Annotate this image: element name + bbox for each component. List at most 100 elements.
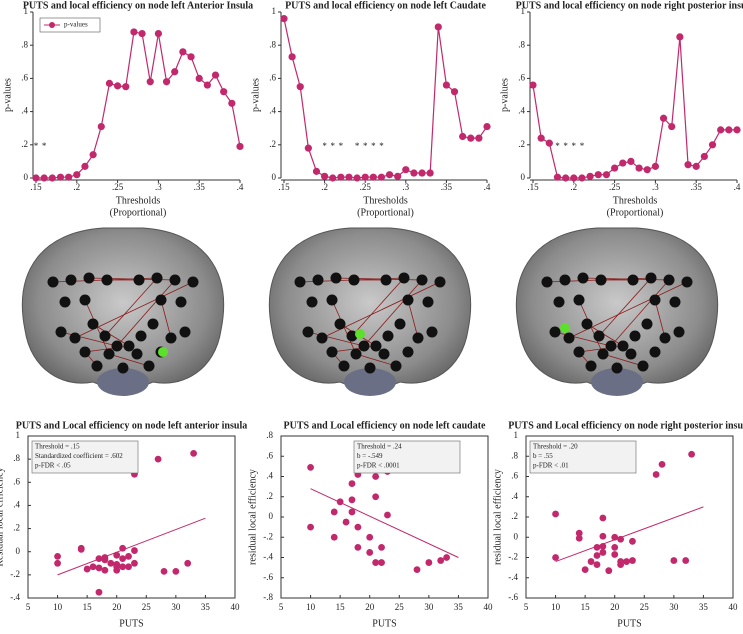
data-point bbox=[475, 134, 483, 142]
data-point bbox=[410, 169, 418, 177]
brain-outline bbox=[21, 227, 225, 395]
x-tick-label: .35 bbox=[194, 182, 206, 192]
y-axis-label: p-values bbox=[2, 78, 13, 112]
annotation-box bbox=[529, 440, 637, 474]
brain-node bbox=[673, 326, 685, 338]
brain-node bbox=[79, 294, 91, 306]
data-point bbox=[162, 78, 171, 86]
data-point bbox=[171, 68, 179, 76]
x-tick-label: 15 bbox=[581, 602, 591, 612]
connection bbox=[92, 323, 130, 347]
data-point bbox=[372, 493, 380, 501]
data-point bbox=[418, 169, 426, 177]
y-axis-label: p-values bbox=[499, 78, 510, 112]
data-point bbox=[154, 29, 162, 38]
data-point bbox=[725, 126, 733, 134]
data-point bbox=[113, 563, 121, 571]
data-point bbox=[467, 134, 475, 142]
data-point bbox=[553, 173, 562, 181]
x-tick-label: 5 bbox=[26, 602, 31, 612]
y-tick-label: 0 bbox=[269, 511, 274, 521]
brain-node bbox=[135, 330, 147, 342]
data-point bbox=[114, 82, 122, 90]
brain-node bbox=[87, 318, 99, 330]
data-point bbox=[450, 88, 459, 96]
x-tick-label: .3 bbox=[402, 182, 409, 192]
x-tick-label: 40 bbox=[729, 602, 739, 612]
data-point bbox=[195, 74, 203, 82]
y-tick-label: 1 bbox=[521, 6, 526, 16]
brain-node bbox=[681, 276, 693, 288]
data-point bbox=[581, 566, 589, 574]
y-tick-label: -.2 bbox=[508, 552, 518, 562]
brain-node bbox=[179, 326, 191, 338]
data-point bbox=[611, 543, 619, 551]
annotation-text: Threshold = .24 bbox=[357, 443, 402, 451]
brain-node bbox=[577, 272, 589, 284]
data-point bbox=[131, 559, 138, 567]
x-tick-label: 5 bbox=[279, 602, 284, 612]
plot-frame bbox=[27, 435, 236, 599]
y-tick-label: 0 bbox=[24, 172, 29, 182]
data-point bbox=[119, 544, 127, 552]
brain-node bbox=[358, 340, 370, 352]
annotation: * bbox=[555, 141, 560, 151]
y-tick-label: -.2 bbox=[263, 531, 273, 541]
connection bbox=[307, 331, 365, 347]
data-point bbox=[81, 162, 89, 170]
brain-node bbox=[99, 330, 111, 342]
annotation-text: b = -.549 bbox=[357, 452, 383, 460]
data-point bbox=[130, 28, 138, 36]
brain-node bbox=[147, 318, 159, 330]
brain-node bbox=[326, 346, 338, 358]
brain-node bbox=[380, 274, 392, 286]
brain-node bbox=[637, 360, 649, 372]
data-point bbox=[413, 566, 421, 574]
connection bbox=[116, 279, 176, 347]
brain-node bbox=[187, 276, 199, 288]
y-tick-label: 1 bbox=[16, 430, 21, 440]
data-point bbox=[733, 126, 741, 134]
data-point bbox=[361, 173, 369, 181]
x-tick-label: 35 bbox=[454, 602, 464, 612]
series-line bbox=[36, 31, 241, 179]
x-tick-label: .4 bbox=[237, 182, 244, 192]
data-point bbox=[220, 88, 228, 96]
x-tick-label: .25 bbox=[112, 182, 124, 192]
connection bbox=[104, 277, 158, 337]
brain-node bbox=[617, 340, 629, 352]
brain-node bbox=[103, 348, 115, 360]
y-tick-label: 1 bbox=[272, 6, 277, 16]
data-point bbox=[119, 555, 127, 563]
brain-node bbox=[101, 274, 113, 286]
annotation-text: p-FDR < .0001 bbox=[357, 462, 400, 470]
brainstem bbox=[344, 368, 396, 396]
brainstem bbox=[591, 368, 643, 396]
y-tick-label: -.4 bbox=[508, 572, 518, 582]
data-point bbox=[32, 174, 40, 182]
data-point bbox=[160, 567, 168, 575]
annotation-box bbox=[31, 440, 139, 474]
annotation: * bbox=[563, 141, 568, 151]
data-point bbox=[659, 114, 668, 122]
data-point bbox=[280, 15, 288, 23]
x-axis-label: (Proportional) bbox=[607, 207, 664, 218]
data-point bbox=[611, 164, 619, 172]
y-axis-label: p-values bbox=[250, 78, 261, 112]
data-point bbox=[95, 555, 103, 563]
brain-node bbox=[573, 294, 585, 306]
brain-node bbox=[350, 348, 362, 360]
data-point bbox=[384, 511, 391, 519]
annotation: * bbox=[330, 141, 335, 151]
x-tick-label: .15 bbox=[30, 182, 42, 192]
chart-title: PUTS and Local efficiency on node left a… bbox=[16, 420, 247, 431]
x-tick-label: 30 bbox=[171, 602, 181, 612]
brain-node bbox=[59, 296, 71, 308]
brain-node bbox=[65, 274, 77, 286]
x-tick-label: .4 bbox=[734, 182, 741, 192]
data-point bbox=[668, 122, 676, 131]
data-point bbox=[575, 529, 583, 537]
data-point bbox=[354, 543, 362, 551]
brain-node bbox=[302, 326, 314, 338]
data-point bbox=[434, 23, 442, 31]
